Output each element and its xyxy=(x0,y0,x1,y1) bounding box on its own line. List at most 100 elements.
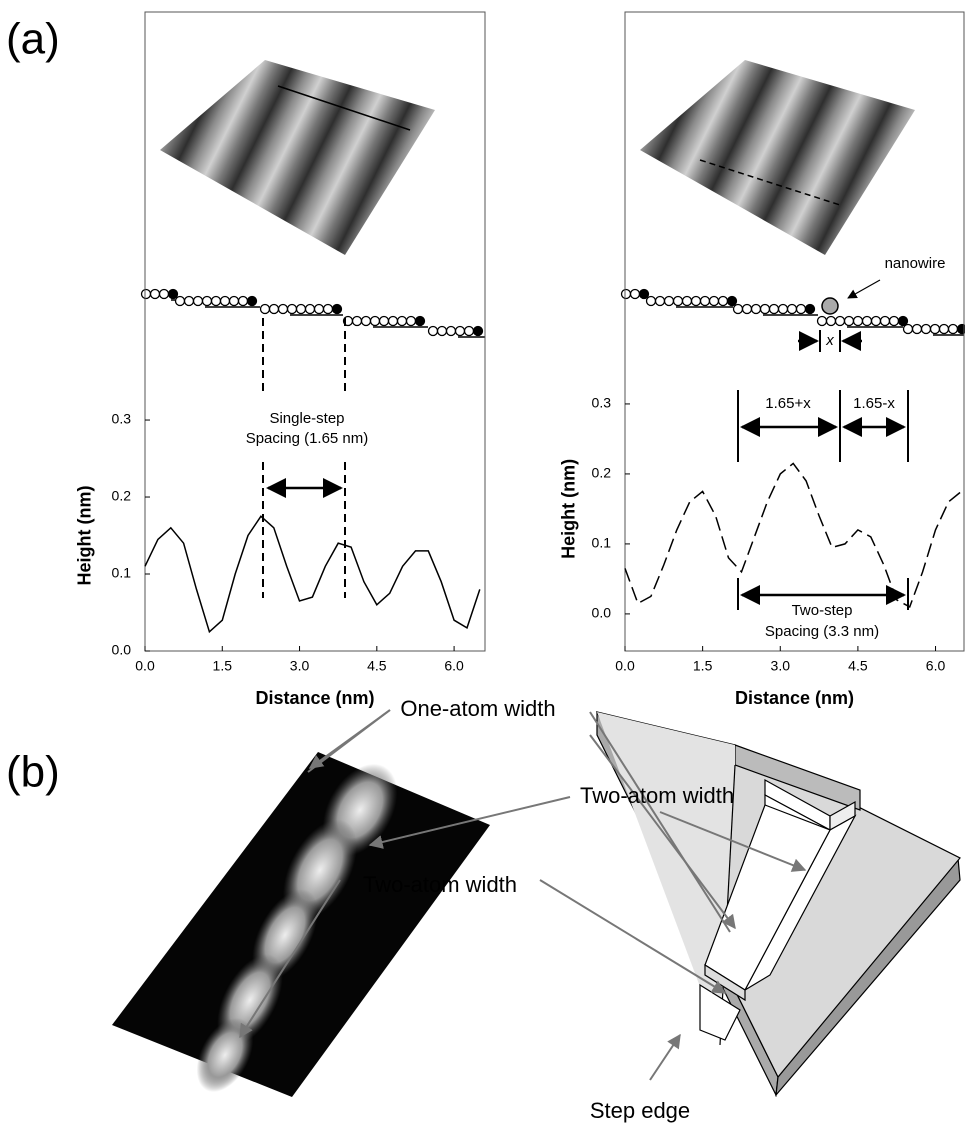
atom xyxy=(169,290,178,299)
atom xyxy=(656,297,665,306)
atom xyxy=(890,317,899,326)
x-tick-label: 3.0 xyxy=(771,658,791,674)
surface-image xyxy=(160,60,435,255)
atom xyxy=(142,290,151,299)
atom xyxy=(770,305,779,314)
atom xyxy=(438,327,447,336)
atom xyxy=(752,305,761,314)
atom xyxy=(203,297,212,306)
atom xyxy=(692,297,701,306)
atom xyxy=(185,297,194,306)
atom xyxy=(788,305,797,314)
data-line xyxy=(625,463,961,607)
x-tick-label: 0.0 xyxy=(135,658,155,674)
atom xyxy=(306,305,315,314)
atom xyxy=(456,327,465,336)
atom xyxy=(221,297,230,306)
atom xyxy=(899,317,908,326)
atom xyxy=(407,317,416,326)
x-axis-title: Distance (nm) xyxy=(255,688,374,708)
atom-rows xyxy=(142,290,965,338)
atom xyxy=(416,317,425,326)
atom xyxy=(398,317,407,326)
x-tick-label: 0.0 xyxy=(615,658,635,674)
atom xyxy=(761,305,770,314)
annotation: x xyxy=(825,332,834,349)
x-tick-label: 4.5 xyxy=(848,658,868,674)
atom xyxy=(854,317,863,326)
atom xyxy=(728,297,737,306)
y-tick-label: 0.2 xyxy=(112,488,132,504)
atom xyxy=(806,305,815,314)
y-tick-label: 0.3 xyxy=(112,411,132,427)
atom xyxy=(380,317,389,326)
atom xyxy=(239,297,248,306)
annotation: 1.65-x xyxy=(853,395,895,412)
y-tick-label: 0.1 xyxy=(592,535,612,551)
atom xyxy=(719,297,728,306)
atom xyxy=(701,297,710,306)
atom xyxy=(734,305,743,314)
atom xyxy=(622,290,631,299)
y-tick-label: 0.3 xyxy=(592,395,612,411)
page: (a) (b) Single-step Spacing (1.65 nm) na… xyxy=(0,0,965,1132)
diagram-label: Two-atom width xyxy=(580,783,734,808)
atom xyxy=(194,297,203,306)
atom xyxy=(922,325,931,334)
arrow xyxy=(848,280,880,298)
atom xyxy=(913,325,922,334)
x-tick-label: 1.5 xyxy=(693,658,713,674)
panel-label: (a) xyxy=(6,15,60,64)
x-tick-label: 1.5 xyxy=(213,658,233,674)
atom xyxy=(465,327,474,336)
y-tick-label: 0.0 xyxy=(592,605,612,621)
atom xyxy=(333,305,342,314)
x-tick-label: 4.5 xyxy=(367,658,387,674)
atom xyxy=(248,297,257,306)
atom xyxy=(279,305,288,314)
atom xyxy=(371,317,380,326)
annotation: 1.65+x xyxy=(765,395,811,412)
atom xyxy=(324,305,333,314)
data-line xyxy=(145,516,480,632)
atom xyxy=(315,305,324,314)
atom xyxy=(429,327,438,336)
step-model xyxy=(597,712,960,1095)
atom xyxy=(881,317,890,326)
atom xyxy=(743,305,752,314)
atom xyxy=(474,327,483,336)
atom xyxy=(353,317,362,326)
atom xyxy=(160,290,169,299)
atom xyxy=(151,290,160,299)
y-axis-title: Height (nm) xyxy=(559,459,579,559)
atom xyxy=(931,325,940,334)
diagram-label: Two-atom width xyxy=(363,872,517,897)
guides xyxy=(738,330,908,610)
surface-image xyxy=(640,60,915,255)
atom xyxy=(904,325,913,334)
x-tick-label: 6.0 xyxy=(444,658,464,674)
annotation: nanowire xyxy=(885,255,946,272)
diagram-label: Step edge xyxy=(590,1098,690,1123)
y-tick-label: 0.0 xyxy=(112,642,132,658)
atom xyxy=(797,305,806,314)
atom xyxy=(949,325,958,334)
atom xyxy=(288,305,297,314)
panel-label: (b) xyxy=(6,748,60,797)
atom xyxy=(297,305,306,314)
atom xyxy=(863,317,872,326)
x-axis-title: Distance (nm) xyxy=(735,688,854,708)
atom xyxy=(836,317,845,326)
figure: (a) (b) Single-step Spacing (1.65 nm) na… xyxy=(0,0,965,1132)
atom xyxy=(631,290,640,299)
atom xyxy=(674,297,683,306)
atom xyxy=(779,305,788,314)
atom xyxy=(230,297,239,306)
atom xyxy=(683,297,692,306)
atom xyxy=(940,325,949,334)
atom xyxy=(212,297,221,306)
atom xyxy=(665,297,674,306)
x-tick-label: 6.0 xyxy=(926,658,946,674)
x-tick-label: 3.0 xyxy=(290,658,310,674)
atom xyxy=(176,297,185,306)
